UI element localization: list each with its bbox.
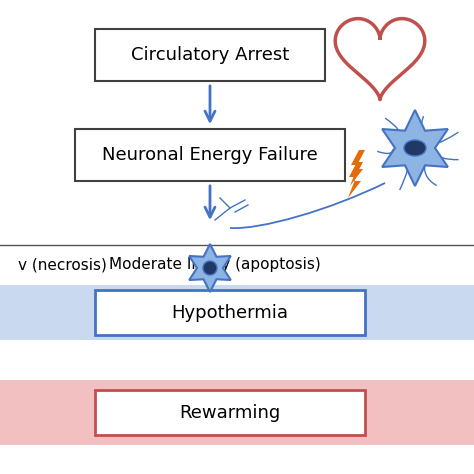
Circle shape xyxy=(203,261,217,275)
Polygon shape xyxy=(350,150,365,186)
Ellipse shape xyxy=(404,140,426,156)
Bar xyxy=(0,380,474,445)
Polygon shape xyxy=(348,162,363,198)
Text: Rewarming: Rewarming xyxy=(179,403,281,421)
Polygon shape xyxy=(189,244,231,292)
Bar xyxy=(0,285,474,340)
Text: Circulatory Arrest: Circulatory Arrest xyxy=(131,46,289,64)
Text: Moderate Injury (apoptosis): Moderate Injury (apoptosis) xyxy=(109,257,321,272)
Text: Neuronal Energy Failure: Neuronal Energy Failure xyxy=(102,146,318,164)
Bar xyxy=(95,29,325,81)
Polygon shape xyxy=(382,110,448,186)
Bar xyxy=(95,290,365,335)
Text: Hypothermia: Hypothermia xyxy=(172,303,289,321)
Text: v (necrosis): v (necrosis) xyxy=(18,257,107,272)
Bar xyxy=(75,129,345,181)
Bar xyxy=(95,390,365,435)
